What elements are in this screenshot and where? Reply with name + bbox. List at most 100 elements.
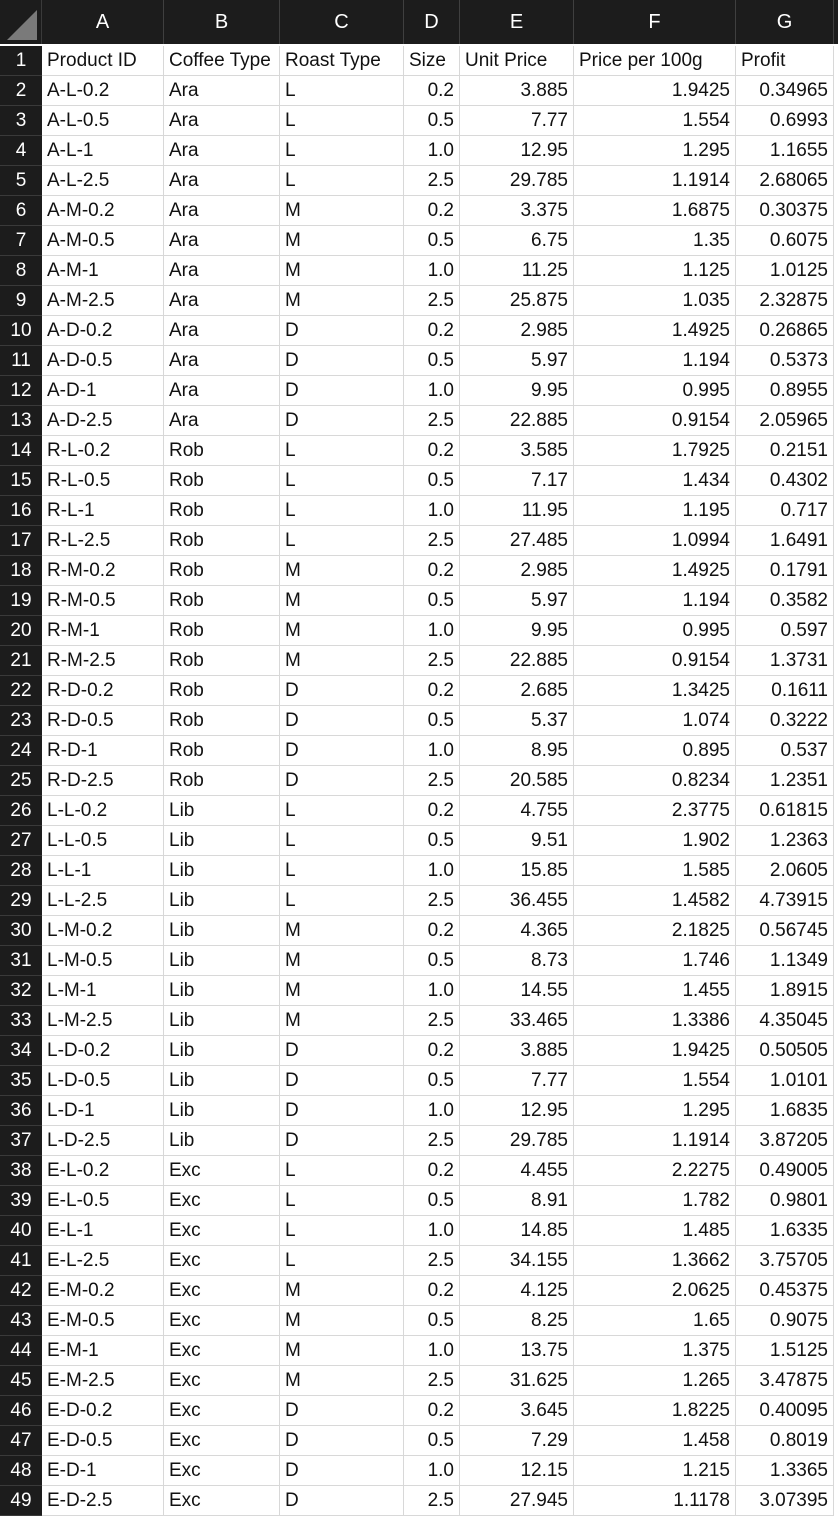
data-cell[interactable]: 0.5 [404,106,460,136]
row-header[interactable]: 23 [0,706,42,736]
data-cell[interactable]: Rob [164,436,280,466]
data-cell[interactable]: 0.5373 [736,346,834,376]
data-cell[interactable]: 1.035 [574,286,736,316]
data-cell[interactable]: 22.885 [460,406,574,436]
data-cell[interactable]: D [280,706,404,736]
row-header[interactable]: 14 [0,436,42,466]
data-cell[interactable]: L-L-0.5 [42,826,164,856]
data-cell[interactable]: 0.2 [404,196,460,226]
data-cell[interactable]: 0.6993 [736,106,834,136]
data-cell[interactable]: Ara [164,166,280,196]
data-cell[interactable]: R-L-1 [42,496,164,526]
data-cell[interactable]: 0.5 [404,346,460,376]
data-cell[interactable]: 0.5 [404,1426,460,1456]
data-cell[interactable]: 3.885 [460,1036,574,1066]
data-cell[interactable]: M [280,916,404,946]
data-cell[interactable]: 2.5 [404,166,460,196]
data-cell[interactable]: A-D-1 [42,376,164,406]
data-cell[interactable]: M [280,616,404,646]
data-cell[interactable]: 1.0 [404,376,460,406]
data-cell[interactable]: 1.295 [574,1096,736,1126]
row-header[interactable]: 21 [0,646,42,676]
row-header[interactable]: 40 [0,1216,42,1246]
data-cell[interactable]: Exc [164,1156,280,1186]
data-cell[interactable]: D [280,1066,404,1096]
data-cell[interactable]: 0.995 [574,616,736,646]
data-cell[interactable]: 11.25 [460,256,574,286]
data-cell[interactable]: L [280,856,404,886]
data-cell[interactable]: 1.1914 [574,166,736,196]
data-cell[interactable]: M [280,1306,404,1336]
data-cell[interactable]: 1.1655 [736,136,834,166]
row-header[interactable]: 18 [0,556,42,586]
data-cell[interactable]: R-M-2.5 [42,646,164,676]
row-header[interactable]: 20 [0,616,42,646]
data-cell[interactable]: L [280,1246,404,1276]
data-cell[interactable]: 1.434 [574,466,736,496]
data-cell[interactable]: 1.746 [574,946,736,976]
data-cell[interactable]: 0.61815 [736,796,834,826]
data-cell[interactable]: L [280,526,404,556]
row-header[interactable]: 45 [0,1366,42,1396]
data-cell[interactable]: E-D-0.5 [42,1426,164,1456]
data-cell[interactable]: 29.785 [460,1126,574,1156]
data-cell[interactable]: E-L-0.2 [42,1156,164,1186]
data-cell[interactable]: 0.717 [736,496,834,526]
data-cell[interactable]: 0.2 [404,916,460,946]
data-cell[interactable]: 3.375 [460,196,574,226]
data-cell[interactable]: 1.9425 [574,1036,736,1066]
data-cell[interactable]: 4.365 [460,916,574,946]
data-cell[interactable]: 1.074 [574,706,736,736]
data-cell[interactable]: L [280,1156,404,1186]
header-cell[interactable]: Roast Type [280,46,404,76]
row-header[interactable]: 17 [0,526,42,556]
data-cell[interactable]: Lib [164,1096,280,1126]
data-cell[interactable]: L [280,496,404,526]
data-cell[interactable]: Exc [164,1276,280,1306]
data-cell[interactable]: 3.75705 [736,1246,834,1276]
data-cell[interactable]: 3.87205 [736,1126,834,1156]
data-cell[interactable]: 0.2151 [736,436,834,466]
data-cell[interactable]: Ara [164,376,280,406]
data-cell[interactable]: 1.8225 [574,1396,736,1426]
data-cell[interactable]: Rob [164,646,280,676]
row-header[interactable]: 5 [0,166,42,196]
data-cell[interactable]: 7.77 [460,106,574,136]
data-cell[interactable]: D [280,1486,404,1516]
data-cell[interactable]: 2.685 [460,676,574,706]
data-cell[interactable]: R-D-2.5 [42,766,164,796]
data-cell[interactable]: Exc [164,1186,280,1216]
data-cell[interactable]: 1.1178 [574,1486,736,1516]
data-cell[interactable]: Ara [164,256,280,286]
data-cell[interactable]: 1.65 [574,1306,736,1336]
data-cell[interactable]: M [280,946,404,976]
data-cell[interactable]: 0.45375 [736,1276,834,1306]
data-cell[interactable]: L-M-0.5 [42,946,164,976]
data-cell[interactable]: L-M-1 [42,976,164,1006]
data-cell[interactable]: 3.07395 [736,1486,834,1516]
column-header-e[interactable]: E [460,0,574,44]
data-cell[interactable]: 2.1825 [574,916,736,946]
data-cell[interactable]: 0.34965 [736,76,834,106]
data-cell[interactable]: 4.455 [460,1156,574,1186]
data-cell[interactable]: M [280,976,404,1006]
data-cell[interactable]: 1.215 [574,1456,736,1486]
data-cell[interactable]: Exc [164,1216,280,1246]
data-cell[interactable]: Ara [164,136,280,166]
data-cell[interactable]: 1.1349 [736,946,834,976]
data-cell[interactable]: 0.2 [404,556,460,586]
data-cell[interactable]: 2.5 [404,1246,460,1276]
data-cell[interactable]: Ara [164,76,280,106]
data-cell[interactable]: 0.30375 [736,196,834,226]
data-cell[interactable]: D [280,1426,404,1456]
data-cell[interactable]: 2.5 [404,886,460,916]
data-cell[interactable]: Ara [164,106,280,136]
data-cell[interactable]: Ara [164,406,280,436]
data-cell[interactable]: 13.75 [460,1336,574,1366]
data-cell[interactable]: M [280,1366,404,1396]
data-cell[interactable]: D [280,1096,404,1126]
data-cell[interactable]: 1.7925 [574,436,736,466]
row-header[interactable]: 2 [0,76,42,106]
data-cell[interactable]: 14.55 [460,976,574,1006]
data-cell[interactable]: E-D-1 [42,1456,164,1486]
